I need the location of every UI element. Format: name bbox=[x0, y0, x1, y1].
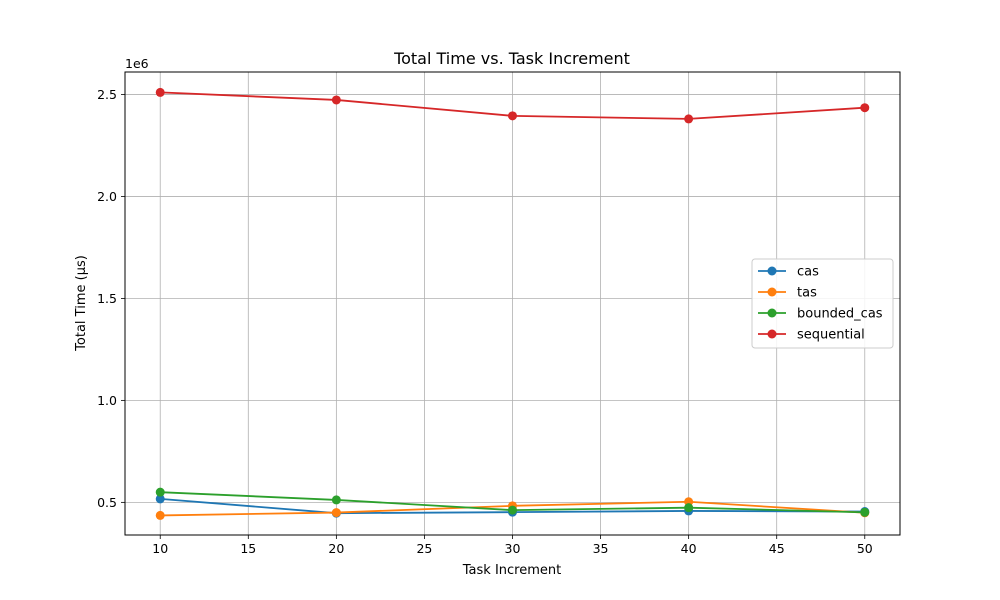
chart-title: Total Time vs. Task Increment bbox=[393, 49, 630, 68]
legend-marker bbox=[767, 308, 777, 318]
legend-entry-sequential: sequential bbox=[758, 328, 865, 343]
legend-entry-cas: cas bbox=[758, 265, 819, 280]
data-point bbox=[155, 510, 165, 520]
x-tick-label: 50 bbox=[857, 541, 873, 556]
y-tick-label: 1.0 bbox=[97, 393, 117, 408]
legend-entry-bounded_cas: bounded_cas bbox=[758, 307, 883, 322]
data-point bbox=[860, 103, 870, 113]
series-bounded_cas bbox=[155, 487, 870, 517]
data-point bbox=[684, 503, 694, 513]
x-tick-label: 25 bbox=[416, 541, 432, 556]
series-sequential bbox=[155, 87, 870, 124]
legend-label: sequential bbox=[797, 328, 865, 343]
y-offset-text: 1e6 bbox=[125, 56, 149, 71]
data-point bbox=[155, 87, 165, 97]
y-tick-label: 1.5 bbox=[97, 291, 117, 306]
y-tick-label: 0.5 bbox=[97, 495, 117, 510]
y-axis-label: Total Time (µs) bbox=[74, 255, 89, 352]
series-lines bbox=[155, 87, 870, 520]
x-tick-label: 35 bbox=[593, 541, 609, 556]
legend-marker bbox=[767, 329, 777, 339]
legend: cas tas bounded_cas sequential bbox=[751, 258, 894, 349]
legend-label: bounded_cas bbox=[797, 307, 883, 322]
data-point bbox=[860, 507, 870, 517]
data-point bbox=[684, 114, 694, 124]
data-point bbox=[508, 111, 517, 121]
legend-marker bbox=[767, 266, 777, 276]
legend-entry-tas: tas bbox=[758, 286, 817, 301]
legend-frame bbox=[751, 258, 894, 349]
grid-lines bbox=[125, 72, 900, 535]
x-tick-label: 15 bbox=[240, 541, 256, 556]
y-axis-ticks: 0.5 1.0 1.5 2.0 2.5 bbox=[97, 87, 125, 510]
data-point bbox=[331, 95, 341, 105]
x-tick-label: 45 bbox=[769, 541, 785, 556]
data-point bbox=[155, 494, 165, 504]
x-axis-ticks: 10 15 20 25 30 35 40 45 50 bbox=[152, 535, 873, 556]
y-tick-label: 2.0 bbox=[97, 189, 117, 204]
data-point bbox=[331, 495, 341, 505]
x-axis-label: Task Increment bbox=[462, 563, 561, 578]
data-point bbox=[508, 505, 517, 515]
legend-label: tas bbox=[797, 286, 817, 301]
y-tick-label: 2.5 bbox=[97, 87, 117, 102]
x-tick-label: 30 bbox=[505, 541, 521, 556]
x-tick-label: 20 bbox=[328, 541, 344, 556]
legend-marker bbox=[767, 287, 777, 297]
legend-label: cas bbox=[797, 265, 819, 280]
x-tick-label: 40 bbox=[681, 541, 697, 556]
data-point bbox=[331, 508, 341, 518]
data-point bbox=[155, 487, 165, 497]
x-tick-label: 10 bbox=[152, 541, 168, 556]
